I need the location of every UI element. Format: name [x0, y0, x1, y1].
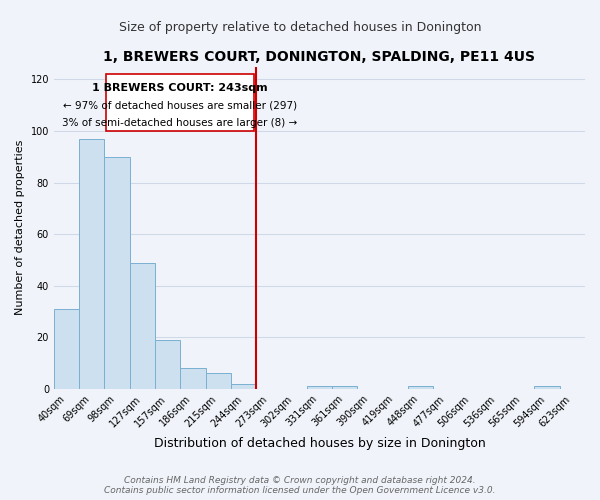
- Title: 1, BREWERS COURT, DONINGTON, SPALDING, PE11 4US: 1, BREWERS COURT, DONINGTON, SPALDING, P…: [103, 50, 535, 64]
- Y-axis label: Number of detached properties: Number of detached properties: [15, 140, 25, 316]
- Bar: [104, 157, 130, 389]
- Bar: [206, 374, 231, 389]
- Text: ← 97% of detached houses are smaller (297): ← 97% of detached houses are smaller (29…: [62, 100, 297, 110]
- Bar: [332, 386, 358, 389]
- Bar: [54, 309, 79, 389]
- Bar: [231, 384, 256, 389]
- Bar: [79, 139, 104, 389]
- Text: 1 BREWERS COURT: 243sqm: 1 BREWERS COURT: 243sqm: [92, 84, 268, 94]
- Text: 3% of semi-detached houses are larger (8) →: 3% of semi-detached houses are larger (8…: [62, 118, 298, 128]
- Text: Size of property relative to detached houses in Donington: Size of property relative to detached ho…: [119, 21, 481, 34]
- FancyBboxPatch shape: [106, 74, 254, 131]
- Text: Contains HM Land Registry data © Crown copyright and database right 2024.
Contai: Contains HM Land Registry data © Crown c…: [104, 476, 496, 495]
- Bar: [155, 340, 181, 389]
- Bar: [307, 386, 332, 389]
- Bar: [181, 368, 206, 389]
- Bar: [408, 386, 433, 389]
- X-axis label: Distribution of detached houses by size in Donington: Distribution of detached houses by size …: [154, 437, 485, 450]
- Bar: [130, 262, 155, 389]
- Bar: [535, 386, 560, 389]
